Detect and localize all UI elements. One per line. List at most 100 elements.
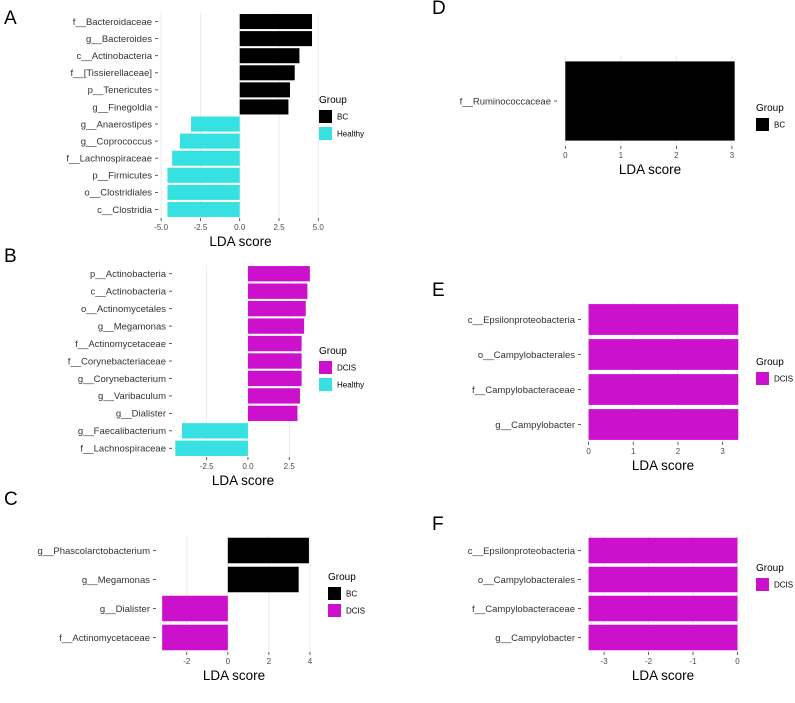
x-tick-label: 0.0	[242, 462, 254, 471]
category-label: f__Actinomycetaceae	[59, 633, 150, 644]
category-label: g__Dialister	[100, 604, 150, 615]
x-tick-label: 2.5	[273, 223, 285, 232]
x-axis-label: LDA score	[209, 234, 271, 249]
category-label: g__Megamonas	[82, 575, 150, 586]
category-label: g__Varibaculum	[98, 391, 166, 402]
legend-entry: DCIS	[337, 364, 356, 373]
panel-label: E	[432, 280, 445, 301]
bar	[162, 595, 228, 622]
category-label: g__Coprococcus	[81, 136, 153, 147]
x-tick-label: 1	[619, 151, 624, 160]
category-label: o__Campylobacterales	[478, 575, 575, 586]
bar	[588, 595, 738, 622]
bar	[227, 566, 299, 593]
category-label: g__Finegoldia	[92, 102, 152, 113]
legend-swatch	[756, 578, 769, 591]
legend-swatch	[756, 118, 769, 131]
bar	[588, 339, 739, 370]
bar	[588, 537, 738, 564]
category-label: g__Faecalibacterium	[78, 426, 166, 437]
x-tick-label: -5.0	[154, 223, 168, 232]
x-tick-label: 1	[631, 447, 636, 456]
x-tick-label: -2.5	[200, 462, 214, 471]
category-label: f__Ruminococcaceae	[460, 96, 551, 107]
category-label: g__Phascolarctobacterium	[38, 546, 151, 557]
legend-title: Group	[756, 563, 784, 574]
x-tick-label: 3	[730, 151, 735, 160]
bar	[239, 31, 312, 47]
panel-e: Ec__Epsilonproteobacteria o__Campylobacte…	[432, 280, 793, 473]
category-label: g__Corynebacterium	[78, 374, 166, 385]
category-label: f__[Tissierellaceae]	[71, 68, 153, 79]
category-label: g__Dialister	[116, 409, 166, 420]
x-tick-label: -1	[689, 657, 697, 666]
category-label: o__Campylobacterales	[478, 350, 575, 361]
category-label: g__Anaerostipes	[81, 119, 153, 130]
bar	[588, 409, 739, 440]
category-label: g__Campylobacter	[495, 420, 575, 431]
panel-label: C	[4, 489, 18, 510]
bar	[239, 65, 295, 81]
x-tick-label: 2	[267, 657, 272, 666]
legend-entry: BC	[774, 121, 785, 130]
bar	[239, 82, 290, 98]
legend-entry: BC	[337, 113, 348, 122]
bar	[247, 370, 302, 387]
x-tick-label: 0.0	[234, 223, 246, 232]
bar	[167, 201, 240, 217]
legend-swatch	[328, 587, 341, 600]
legend-swatch	[319, 127, 332, 140]
panel-label: F	[432, 514, 444, 535]
x-tick-label: 0	[735, 657, 740, 666]
bar	[247, 283, 308, 299]
legend-swatch	[328, 604, 341, 617]
x-tick-label: 2.5	[284, 462, 296, 471]
x-tick-label: -2	[183, 657, 191, 666]
category-label: p__Firmicutes	[92, 171, 152, 182]
bar	[588, 624, 738, 651]
legend-entry: DCIS	[346, 607, 365, 616]
bar	[247, 353, 302, 369]
x-tick-label: 5.0	[313, 223, 325, 232]
bar	[247, 300, 306, 317]
category-label: g__Bacteroides	[86, 34, 152, 45]
bar	[181, 423, 248, 439]
bar	[167, 167, 240, 183]
category-label: p__Actinobacteria	[90, 269, 167, 280]
category-label: f__Lachnospiraceae	[66, 154, 152, 165]
x-tick-label: 0	[226, 657, 231, 666]
category-label: o__Actinomycetales	[81, 304, 166, 315]
panel-label: B	[4, 246, 17, 267]
legend-title: Group	[319, 95, 347, 106]
category-label: c__Epsilonproteobacteria	[468, 315, 576, 326]
bar	[247, 335, 302, 352]
x-tick-label: 3	[720, 447, 725, 456]
bar	[247, 405, 298, 422]
legend: Group BC Healthy	[319, 95, 364, 140]
bar	[162, 624, 228, 651]
x-axis-label: LDA score	[632, 668, 694, 683]
legend-title: Group	[756, 357, 784, 368]
bar	[588, 566, 738, 593]
legend: Group DCIS	[756, 357, 793, 385]
category-label: f__Campylobacteraceae	[472, 604, 575, 615]
category-label: f__Actinomycetaceae	[75, 339, 166, 350]
bar	[239, 99, 289, 115]
legend-title: Group	[328, 572, 356, 583]
category-label: f__Corynebacteriaceae	[68, 356, 166, 367]
legend-entry: DCIS	[774, 375, 793, 384]
x-tick-label: 2	[674, 151, 679, 160]
bar	[247, 388, 300, 404]
legend-swatch	[319, 110, 332, 123]
bar	[167, 184, 240, 200]
x-axis-label: LDA score	[212, 473, 274, 488]
panel-label: D	[432, 0, 446, 19]
legend-title: Group	[319, 346, 347, 357]
x-tick-label: -3	[601, 657, 609, 666]
category-label: c__Actinobacteria	[90, 286, 166, 297]
x-axis-label: LDA score	[619, 162, 681, 177]
x-tick-label: -2.5	[194, 223, 208, 232]
bar	[191, 116, 240, 132]
panel-c: Cg__Phascolarctobacterium g__Megamonas g__…	[4, 489, 365, 683]
